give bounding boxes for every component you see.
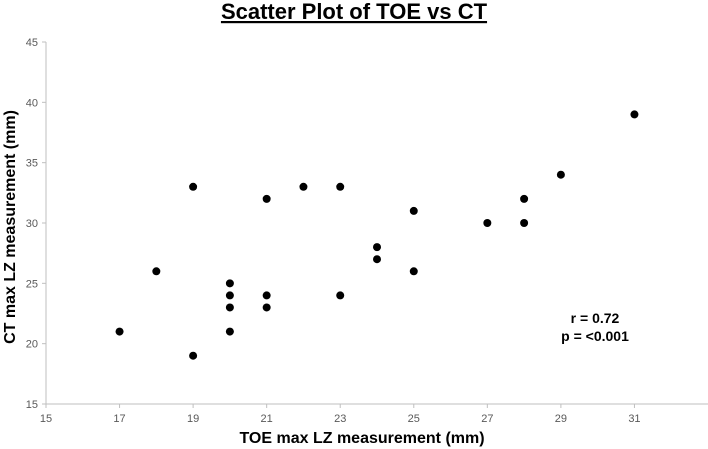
x-tick-label: 17	[113, 413, 125, 425]
data-point	[262, 194, 271, 203]
x-tick-label: 21	[261, 413, 273, 425]
p-value-label: p = <0.001	[561, 328, 629, 344]
data-point	[520, 219, 529, 227]
correlation-r-label: r = 0.72	[571, 310, 620, 326]
data-point	[152, 267, 161, 276]
data-point	[520, 194, 529, 203]
x-tick-label: 25	[408, 413, 420, 425]
data-point	[409, 206, 418, 215]
data-point	[299, 182, 308, 191]
x-tick-label: 23	[334, 413, 346, 425]
data-point	[483, 219, 492, 227]
data-point	[262, 291, 271, 300]
y-tick-label: 30	[26, 218, 38, 230]
data-point	[630, 110, 639, 119]
x-tick-label: 15	[40, 413, 52, 425]
x-tick-label: 31	[628, 413, 640, 425]
y-tick-label: 40	[26, 97, 38, 109]
data-point	[189, 182, 198, 191]
data-point	[409, 267, 418, 276]
data-point	[225, 303, 234, 312]
y-tick-label: 15	[26, 399, 38, 411]
y-tick-label: 45	[26, 37, 38, 49]
data-point	[225, 291, 234, 300]
x-axis-title: TOE max LZ measurement (mm)	[239, 430, 484, 447]
data-point	[373, 255, 381, 264]
data-point	[189, 351, 198, 360]
y-tick-label: 35	[26, 158, 38, 170]
data-point	[336, 291, 345, 300]
plot-area: 15 20 25 30 35 40 45 15 17 19 21 23 25 27 29 31	[26, 37, 708, 425]
x-tick-label: 19	[187, 413, 199, 425]
chart-title: Scatter Plot of TOE vs CT	[221, 0, 488, 24]
y-tick-label: 20	[26, 339, 38, 351]
y-axis-title: CT max LZ measurement (mm)	[2, 110, 19, 344]
data-point	[556, 170, 565, 179]
x-tick-label: 27	[481, 413, 493, 425]
y-tick-label: 25	[26, 278, 38, 290]
data-point	[373, 243, 381, 252]
data-point	[115, 327, 124, 336]
data-point	[225, 327, 234, 336]
data-point	[225, 279, 234, 288]
x-tick-label: 29	[555, 413, 567, 425]
data-point	[262, 303, 271, 312]
data-point	[336, 182, 345, 191]
